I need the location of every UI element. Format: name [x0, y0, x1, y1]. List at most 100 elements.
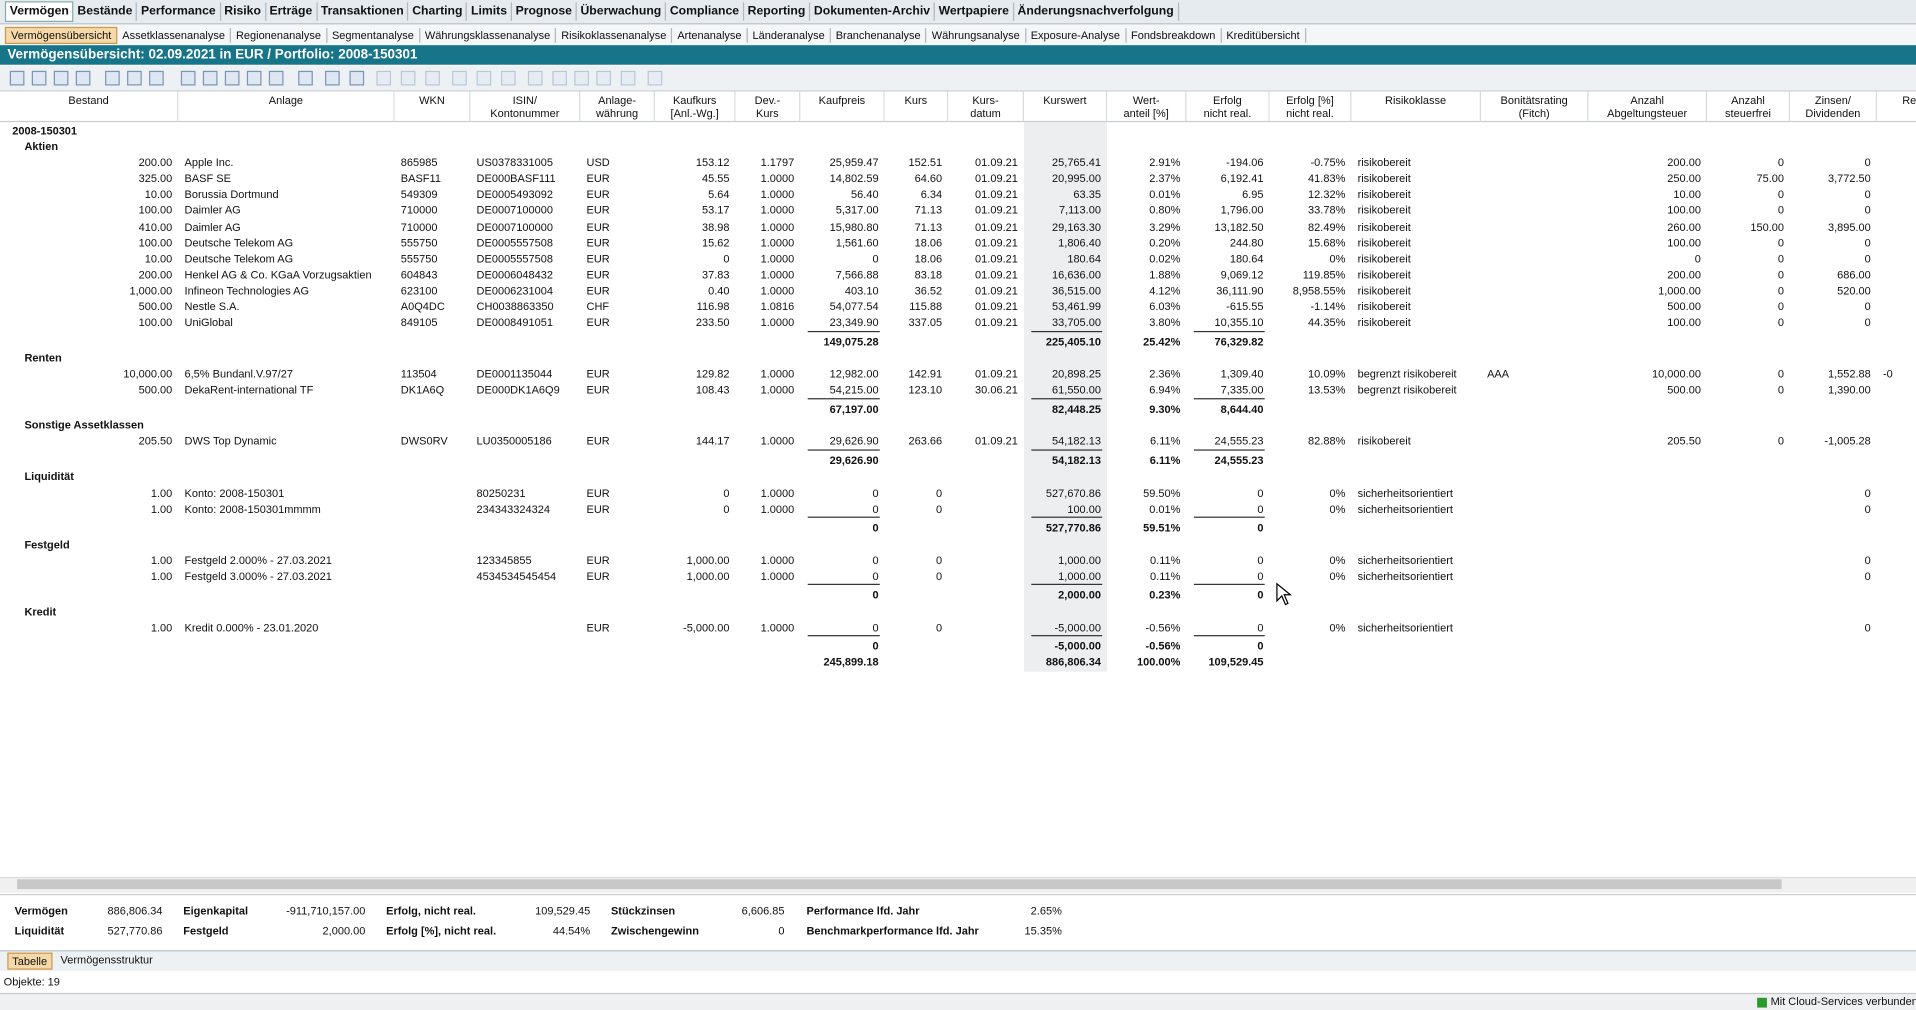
- menu-tab[interactable]: Risiko: [221, 2, 266, 21]
- submenu-tab[interactable]: Vermögensübersicht: [4, 26, 118, 44]
- column-header[interactable]: Anzahl steuerfrei: [1707, 91, 1791, 123]
- toolbar-button[interactable]: [400, 70, 416, 86]
- toolbar-button[interactable]: [452, 70, 467, 86]
- table-cell: 100.00: [138, 316, 173, 329]
- column-header[interactable]: Kurswert: [1023, 91, 1108, 123]
- table-cell: sicherheitsorientiert: [1357, 621, 1453, 634]
- view-tab[interactable]: Tabelle: [7, 952, 52, 970]
- column-header[interactable]: Erfolg nicht real.: [1186, 91, 1270, 123]
- table-cell: 3,772.50: [1827, 172, 1871, 185]
- column-header[interactable]: Kaufkurs [Anl.-Wg.]: [654, 91, 736, 123]
- column-header[interactable]: Erfolg [%] nicht real.: [1269, 91, 1352, 123]
- menu-tab[interactable]: Bestände: [74, 2, 138, 21]
- toolbar-button[interactable]: [268, 70, 284, 86]
- menu-tab[interactable]: Compliance: [666, 2, 744, 21]
- table-cell: 234343324324: [476, 502, 550, 515]
- column-header[interactable]: Bestand: [0, 91, 179, 123]
- menu-tab[interactable]: Limits: [467, 2, 512, 21]
- table-cell: 0%: [1329, 502, 1346, 515]
- menu-tab[interactable]: Vermögen: [4, 1, 74, 22]
- submenu-tab[interactable]: Regionenanalyse: [231, 27, 328, 43]
- menu-tab[interactable]: Reporting: [744, 2, 811, 21]
- toolbar-button[interactable]: [180, 70, 196, 86]
- table-cell: 0: [1864, 300, 1871, 313]
- toolbar-button[interactable]: [647, 70, 663, 86]
- column-header[interactable]: Wert-anteil [%]: [1107, 91, 1187, 123]
- menu-tab[interactable]: Transaktionen: [317, 2, 409, 21]
- submenu-tab[interactable]: Kreditübersicht: [1221, 27, 1306, 43]
- toolbar-button[interactable]: [376, 70, 392, 86]
- toolbar-button[interactable]: [476, 70, 492, 86]
- table-cell: risikobereit: [1357, 268, 1411, 281]
- column-header[interactable]: Kurs: [884, 91, 949, 123]
- scroll-thumb[interactable]: [17, 879, 1782, 890]
- table-cell: -5,000.00: [683, 621, 730, 634]
- submenu-tab[interactable]: Fondsbreakdown: [1126, 27, 1222, 43]
- toolbar-button[interactable]: [224, 70, 240, 86]
- toolbar-button[interactable]: [596, 70, 611, 86]
- column-header-text: Kurs: [904, 94, 928, 107]
- submenu-tab[interactable]: Exposure-Analyse: [1026, 27, 1127, 43]
- table-cell: 200.00: [138, 268, 173, 281]
- submenu-tab[interactable]: Länderanalyse: [748, 27, 831, 43]
- menu-tab[interactable]: Wertpapiere: [935, 2, 1014, 21]
- menu-tab[interactable]: Erträge: [266, 2, 318, 21]
- table-cell: 1.00: [150, 621, 173, 634]
- summary-value: 0: [778, 924, 785, 937]
- toolbar-button[interactable]: [53, 70, 69, 86]
- toolbar-button[interactable]: [149, 70, 164, 86]
- table-cell: 1,000.00: [1058, 554, 1101, 567]
- column-header[interactable]: Bonitätsrating (Fitch): [1480, 91, 1589, 123]
- toolbar-button[interactable]: [75, 70, 91, 86]
- column-header[interactable]: Kurs-datum: [948, 91, 1024, 123]
- toolbar-button[interactable]: [202, 70, 218, 86]
- view-tab[interactable]: Vermögensstruktur: [60, 953, 153, 967]
- column-header[interactable]: Kaufpreis: [800, 91, 885, 123]
- menu-tab[interactable]: Performance: [137, 2, 221, 21]
- column-header[interactable]: Anzahl Abgeltungsteuer: [1588, 91, 1708, 123]
- subtotal-cell: 25.42%: [1143, 335, 1181, 348]
- column-header[interactable]: Dev.- Kurs: [735, 91, 801, 123]
- summary-value: 2.65%: [1030, 904, 1062, 918]
- column-header[interactable]: Rend: [1876, 91, 1916, 123]
- toolbar-button[interactable]: [9, 70, 25, 86]
- submenu-tab[interactable]: Branchenanalyse: [831, 27, 927, 43]
- column-header[interactable]: Anlage: [178, 91, 395, 123]
- submenu-tab[interactable]: Artenanalyse: [672, 27, 748, 43]
- table-cell: 01.09.21: [975, 188, 1018, 201]
- submenu-tab[interactable]: Währungsklassenanalyse: [420, 27, 557, 43]
- submenu-tab[interactable]: Währungsanalyse: [927, 27, 1026, 43]
- toolbar-button[interactable]: [31, 70, 47, 86]
- subtotal-cell: 0: [872, 589, 879, 602]
- column-header[interactable]: Anlage-währung: [580, 91, 655, 123]
- menu-tab[interactable]: Prognose: [512, 2, 577, 21]
- toolbar-button[interactable]: [298, 70, 313, 86]
- bottom-tabs: Tabelle Vermögensstruktur: [0, 950, 1916, 971]
- toolbar-button[interactable]: [552, 70, 567, 86]
- menu-tab[interactable]: Charting: [409, 2, 468, 21]
- column-header[interactable]: WKN: [394, 91, 471, 123]
- menu-tab[interactable]: Änderungsnachverfolgung: [1014, 2, 1179, 21]
- menu-tab[interactable]: Überwachung: [577, 2, 667, 21]
- table-cell: DE000DK1A6Q9: [476, 383, 560, 397]
- column-header[interactable]: ISIN/Kontonummer: [470, 91, 581, 123]
- column-header[interactable]: Zinsen/Dividenden: [1790, 91, 1877, 123]
- summary-value: 15.35%: [1024, 924, 1062, 937]
- toolbar-button[interactable]: [527, 70, 543, 86]
- submenu-tab[interactable]: Risikoklassenanalyse: [556, 27, 673, 43]
- toolbar-button[interactable]: [127, 70, 142, 86]
- submenu-tab[interactable]: Assetklassenanalyse: [117, 27, 232, 43]
- toolbar-button[interactable]: [574, 70, 589, 86]
- toolbar-button[interactable]: [349, 70, 365, 86]
- toolbar-button[interactable]: [620, 70, 636, 86]
- toolbar-button[interactable]: [246, 70, 262, 86]
- menu-tab[interactable]: Dokumenten-Archiv: [810, 2, 935, 21]
- column-header-text: Anlage: [268, 94, 304, 107]
- toolbar-button[interactable]: [425, 70, 440, 86]
- toolbar-button[interactable]: [105, 70, 120, 86]
- submenu-tab[interactable]: Segmentanalyse: [327, 27, 420, 43]
- toolbar-button[interactable]: [325, 70, 340, 86]
- toolbar-button[interactable]: [500, 70, 516, 86]
- table-cell: 82.88%: [1308, 435, 1346, 448]
- column-header[interactable]: Risikoklasse: [1351, 91, 1481, 123]
